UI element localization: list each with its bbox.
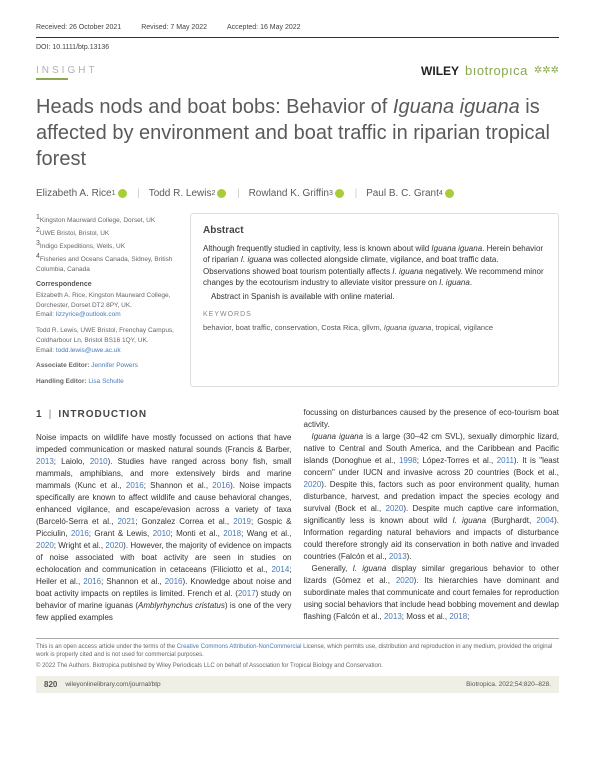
citation[interactable]: 2020 — [304, 480, 322, 489]
body-paragraph: Generally, I. iguana display similar gre… — [304, 563, 560, 623]
publisher-logos: WILEY bıotropıca ✲✲✲ — [421, 63, 559, 78]
citation[interactable]: 2014 — [271, 565, 289, 574]
license-link[interactable]: Creative Commons Attribution-NonCommerci… — [177, 644, 302, 650]
abstract-box: Abstract Although frequently studied in … — [190, 213, 559, 387]
abstract-text: Although frequently studied in captivity… — [203, 243, 546, 289]
author-name: Todd R. Lewis — [149, 188, 212, 199]
citation[interactable]: 2004 — [536, 516, 554, 525]
correspondence-label: Correspondence — [36, 280, 176, 291]
citation[interactable]: 2013 — [384, 612, 402, 621]
handling-editor: Handling Editor: Lisa Schulte — [36, 377, 176, 387]
associate-editor: Associate Editor: Jennifer Powers — [36, 361, 176, 371]
citation[interactable]: 2021 — [117, 517, 135, 526]
journal-url[interactable]: wileyonlinelibrary.com/journal/btp — [65, 681, 160, 688]
citation[interactable]: 2013 — [389, 552, 407, 561]
journal-glyph-icon: ✲✲✲ — [534, 65, 559, 76]
submission-dates: Received: 26 October 2021 Revised: 7 May… — [36, 24, 559, 31]
author-name: Paul B. C. Grant — [366, 188, 439, 199]
author-name: Elizabeth A. Rice — [36, 188, 112, 199]
page-number: 820 — [44, 680, 57, 689]
revised-date: Revised: 7 May 2022 — [141, 24, 207, 31]
biotropica-logo: bıotropıca — [465, 63, 528, 78]
abstract-heading: Abstract — [203, 224, 546, 239]
author-sep: | — [237, 188, 240, 199]
section-heading: 1|INTRODUCTION — [36, 407, 292, 422]
divider — [36, 37, 559, 38]
citation[interactable]: 2016 — [126, 481, 144, 490]
citation[interactable]: 2018 — [449, 612, 467, 621]
keywords-label: KEYWORDS — [203, 310, 546, 320]
author: Paul B. C. Grant4 — [366, 188, 456, 199]
author-sep: | — [355, 188, 358, 199]
body-columns: 1|INTRODUCTION Noise impacts on wildlife… — [36, 407, 559, 624]
citation[interactable]: 2018 — [223, 529, 241, 538]
orcid-icon[interactable] — [445, 189, 454, 198]
email-2: Email: todd.lewis@uwe.ac.uk — [36, 346, 176, 356]
author-sep: | — [137, 188, 140, 199]
affil-item: 1Kingston Maurward College, Dorset, UK — [36, 213, 176, 226]
citation[interactable]: 2020 — [36, 541, 54, 550]
author: Rowland K. Griffin3 — [249, 188, 346, 199]
title-species: Iguana iguana — [393, 96, 520, 118]
article-type: INSIGHT — [36, 65, 98, 76]
body-paragraph: Noise impacts on wildlife have mostly fo… — [36, 432, 292, 624]
footer-rule — [36, 638, 559, 639]
orcid-icon[interactable] — [217, 189, 226, 198]
citation[interactable]: 2017 — [238, 589, 256, 598]
citation[interactable]: 2010 — [153, 529, 171, 538]
citation[interactable]: 2020 — [105, 541, 123, 550]
doi: DOI: 10.1111/btp.13136 — [36, 44, 559, 51]
email-link[interactable]: todd.lewis@uwe.ac.uk — [56, 347, 121, 354]
author-name: Rowland K. Griffin — [249, 188, 329, 199]
accepted-date: Accepted: 16 May 2022 — [227, 24, 301, 31]
citation[interactable]: 2019 — [233, 517, 251, 526]
keywords: behavior, boat traffic, conservation, Co… — [203, 323, 546, 334]
author: Todd R. Lewis2 — [149, 188, 229, 199]
header-row: INSIGHT WILEY bıotropıca ✲✲✲ — [36, 63, 559, 78]
affil-item: 2UWE Bristol, Bristol, UK — [36, 226, 176, 239]
body-paragraph: Iguana iguana is a large (30–42 cm SVL),… — [304, 431, 560, 563]
wiley-logo: WILEY — [421, 64, 459, 78]
citation[interactable]: 2016 — [212, 481, 230, 490]
citation[interactable]: 2016 — [71, 529, 89, 538]
citation[interactable]: 2016 — [165, 577, 183, 586]
author-list: Elizabeth A. Rice1 | Todd R. Lewis2 | Ro… — [36, 188, 559, 199]
column-left: 1|INTRODUCTION Noise impacts on wildlife… — [36, 407, 292, 624]
citation[interactable]: 2020 — [396, 576, 414, 585]
correspondence-1: Elizabeth A. Rice, Kingston Maurward Col… — [36, 291, 176, 311]
citation[interactable]: 2010 — [90, 457, 108, 466]
citation-footer: Biotropica. 2022;54:820–828. — [466, 681, 551, 688]
affil-sup: 2 — [212, 190, 216, 197]
license-text: This is an open access article under the… — [36, 643, 559, 660]
citation[interactable]: 2020 — [386, 504, 404, 513]
affil-abstract-row: 1Kingston Maurward College, Dorset, UK 2… — [36, 213, 559, 387]
affil-sup: 3 — [329, 190, 333, 197]
author: Elizabeth A. Rice1 — [36, 188, 129, 199]
page: Received: 26 October 2021 Revised: 7 May… — [0, 0, 595, 717]
affiliations: 1Kingston Maurward College, Dorset, UK 2… — [36, 213, 176, 387]
copyright-text: © 2022 The Authors. Biotropica published… — [36, 662, 559, 670]
title-pre: Heads nods and boat bobs: Behavior of — [36, 96, 393, 118]
received-date: Received: 26 October 2021 — [36, 24, 121, 31]
abstract-note: Abstract in Spanish is available with on… — [203, 291, 546, 303]
email-1: Email: lizzyrice@outlook.com — [36, 310, 176, 320]
column-right: focussing on disturbances caused by the … — [304, 407, 560, 624]
affil-sup: 1 — [112, 190, 116, 197]
citation[interactable]: 2011 — [497, 456, 514, 465]
citation[interactable]: 1998 — [399, 456, 417, 465]
citation[interactable]: 2013 — [36, 457, 54, 466]
correspondence-2: Todd R. Lewis, UWE Bristol, Frenchay Cam… — [36, 326, 176, 346]
footer-bar: 820 wileyonlinelibrary.com/journal/btp B… — [36, 676, 559, 693]
orcid-icon[interactable] — [335, 189, 344, 198]
citation[interactable]: 2016 — [83, 577, 101, 586]
body-paragraph: focussing on disturbances caused by the … — [304, 407, 560, 431]
affil-item: 4Fisheries and Oceans Canada, Sidney, Br… — [36, 252, 176, 275]
article-title: Heads nods and boat bobs: Behavior of Ig… — [36, 94, 559, 172]
affil-sup: 4 — [439, 190, 443, 197]
orcid-icon[interactable] — [118, 189, 127, 198]
email-link[interactable]: lizzyrice@outlook.com — [56, 311, 121, 318]
affil-item: 3Indigo Expeditions, Wells, UK — [36, 239, 176, 252]
